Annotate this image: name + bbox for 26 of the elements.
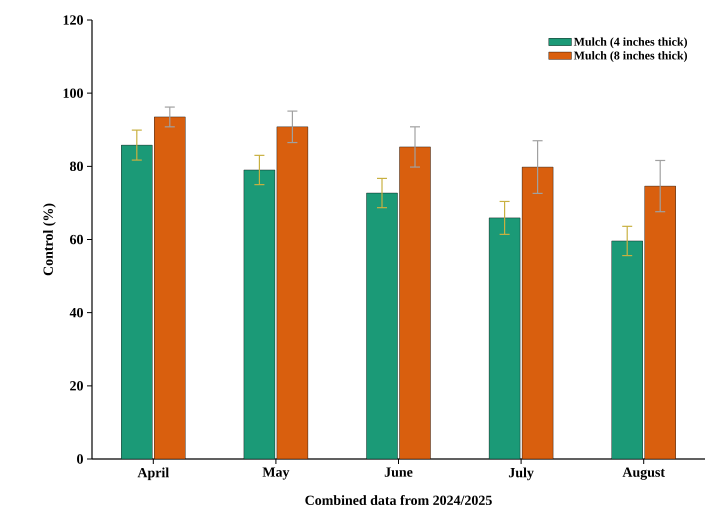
y-tick-label: 60 xyxy=(70,234,83,244)
bar xyxy=(121,144,153,459)
legend-label: Mulch (4 inches thick) xyxy=(574,37,688,48)
y-tick-label: 20 xyxy=(70,381,83,391)
x-axis-title: Combined data from 2024/2025 xyxy=(305,495,492,506)
y-tick-label: 0 xyxy=(77,454,83,464)
y-axis-title: Control (%) xyxy=(43,204,56,276)
x-tick-label: April xyxy=(138,468,169,480)
y-tick-label: 80 xyxy=(70,162,83,172)
legend-label: Mulch (8 inches thick) xyxy=(574,51,688,62)
x-tick-label: May xyxy=(262,468,290,480)
bar xyxy=(522,166,554,459)
bar xyxy=(366,192,398,459)
x-tick-label: August xyxy=(622,468,665,480)
y-tick-label: 120 xyxy=(64,15,83,25)
x-tick-label: July xyxy=(508,468,534,480)
bar xyxy=(399,146,431,459)
x-tick-label: June xyxy=(384,468,412,477)
y-tick-label: 40 xyxy=(70,308,83,318)
bar xyxy=(644,186,676,459)
bar xyxy=(488,218,520,459)
bar xyxy=(244,170,276,459)
bar xyxy=(276,126,308,459)
bar xyxy=(154,116,186,459)
y-tick-label: 100 xyxy=(64,88,83,98)
bar xyxy=(612,240,643,459)
